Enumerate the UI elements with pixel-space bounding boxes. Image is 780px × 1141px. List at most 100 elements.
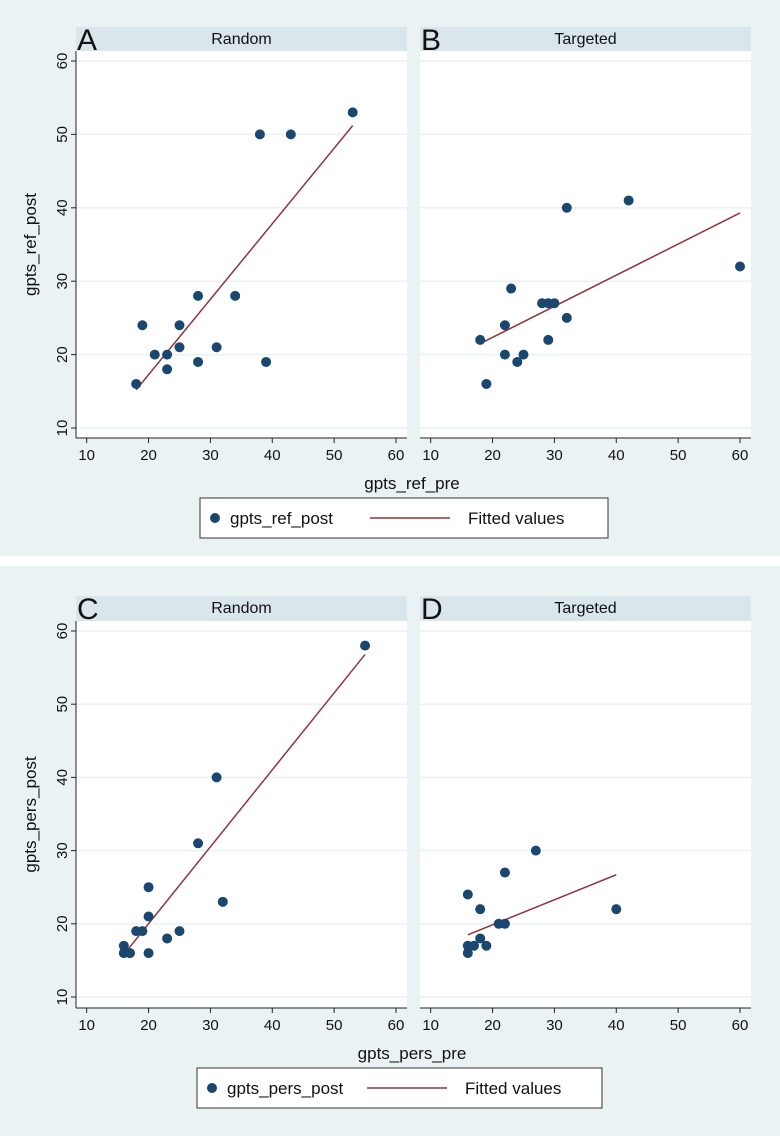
legend-fit-label: Fitted values (465, 1079, 561, 1098)
legend-points-label: gpts_pers_post (227, 1079, 344, 1098)
data-point (137, 320, 148, 331)
data-point (469, 940, 480, 951)
legend-1: gpts_ref_post Fitted values (199, 497, 609, 539)
data-point (561, 312, 572, 323)
data-point (162, 933, 173, 944)
y-tick-label: 50 (54, 696, 71, 713)
y-tick-label: 10 (54, 989, 71, 1006)
panel-letter: A (77, 24, 97, 57)
legend-box (199, 497, 609, 539)
x-tick-label: 50 (670, 1017, 687, 1034)
data-point (611, 904, 622, 915)
data-point (499, 349, 510, 360)
y-tick-label: 60 (54, 623, 71, 640)
data-point (518, 349, 529, 360)
data-point (143, 911, 154, 922)
x-tick-label: 10 (78, 1017, 95, 1034)
x-tick-label: 20 (140, 447, 157, 464)
panel-header-strip (76, 27, 407, 51)
panel-letter: B (421, 24, 441, 57)
data-point (623, 195, 634, 206)
data-point (118, 940, 129, 951)
legend-fit-label: Fitted values (468, 509, 564, 528)
x-tick-label: 20 (484, 447, 501, 464)
data-point (162, 349, 173, 360)
data-point (149, 349, 160, 360)
y-tick-label: 20 (54, 915, 71, 932)
y-tick-label: 30 (54, 273, 71, 290)
data-point (499, 918, 510, 929)
data-point (499, 320, 510, 331)
data-point (347, 107, 358, 118)
data-point (475, 334, 486, 345)
data-point (360, 640, 371, 651)
data-point (561, 202, 572, 213)
panel-header-strip (76, 596, 407, 621)
plot-area (76, 621, 407, 1008)
data-point (162, 364, 173, 375)
data-point (261, 356, 272, 367)
y-tick-label: 40 (54, 199, 71, 216)
x-tick-label: 40 (608, 1017, 625, 1034)
data-point (174, 342, 185, 353)
data-point (543, 334, 554, 345)
fitted-line (123, 653, 366, 956)
x-tick-label: 60 (732, 1017, 749, 1034)
x-tick-label: 40 (264, 1017, 281, 1034)
x-tick-label: 60 (732, 447, 749, 464)
data-point (174, 926, 185, 937)
data-point (499, 867, 510, 878)
x-axis-title: gpts_pers_pre (358, 1044, 467, 1063)
data-point (125, 948, 136, 959)
x-tick-label: 30 (202, 447, 219, 464)
data-point (481, 940, 492, 951)
x-tick-label: 50 (326, 447, 343, 464)
y-tick-label: 50 (54, 126, 71, 143)
panel-d: Targeted D 10 20 30 40 50 60 (420, 593, 751, 1034)
x-tick-label: 60 (388, 447, 405, 464)
data-point (193, 356, 204, 367)
panel-title: Random (211, 31, 271, 48)
x-tick-label: 50 (326, 1017, 343, 1034)
panel-a: Random A 10 20 30 40 50 60 10 20 30 40 50 60 gpts_ref_… (21, 24, 460, 493)
panel-b: Targeted B 10 20 30 40 50 60 (420, 24, 751, 464)
data-point (254, 129, 265, 140)
x-tick-label: 40 (608, 447, 625, 464)
data-point (137, 926, 148, 937)
y-tick-label: 40 (54, 769, 71, 786)
plot-area (76, 51, 407, 438)
fitted-line (479, 212, 741, 345)
data-point (230, 290, 241, 301)
data-point (217, 896, 228, 907)
panel-header-strip (420, 596, 751, 621)
data-point (481, 378, 492, 389)
data-point (143, 882, 154, 893)
data-point (211, 342, 222, 353)
legend-point-marker (210, 513, 220, 523)
x-tick-label: 30 (202, 1017, 219, 1034)
x-tick-label: 20 (484, 1017, 501, 1034)
panel-letter: D (421, 593, 443, 626)
y-tick-label: 30 (54, 842, 71, 859)
legend-2: gpts_pers_post Fitted values (196, 1067, 603, 1109)
x-tick-label: 20 (140, 1017, 157, 1034)
fitted-line (467, 874, 617, 936)
data-point (475, 904, 486, 915)
x-tick-label: 50 (670, 447, 687, 464)
panel-letter: C (77, 593, 99, 626)
x-tick-label: 10 (78, 447, 95, 464)
x-tick-label: 40 (264, 447, 281, 464)
y-tick-label: 10 (54, 420, 71, 437)
x-tick-label: 30 (546, 447, 563, 464)
data-point (193, 838, 204, 849)
panel-title: Random (211, 600, 271, 617)
data-point (193, 290, 204, 301)
data-point (735, 261, 745, 272)
data-point (143, 948, 154, 959)
panel-title: Targeted (554, 31, 616, 48)
fitted-line (135, 125, 354, 391)
x-tick-label: 10 (422, 1017, 439, 1034)
panel-title: Targeted (554, 600, 616, 617)
data-point (462, 889, 473, 900)
